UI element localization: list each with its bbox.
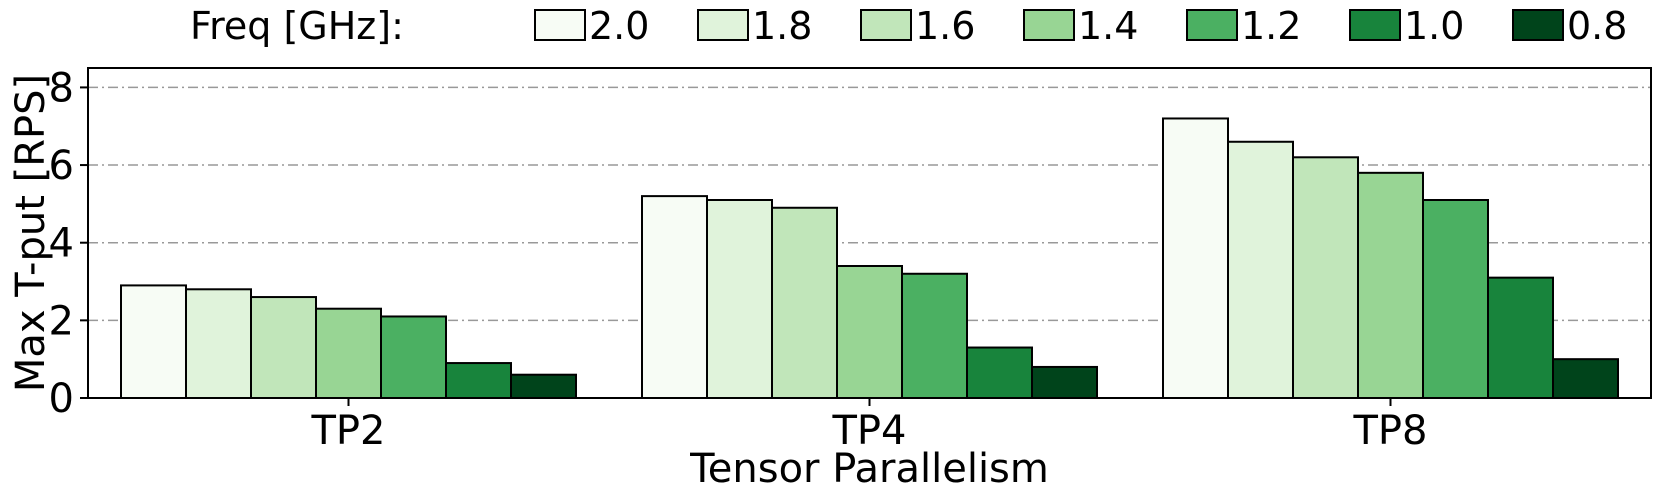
bar-tp4-1-4 (836, 265, 903, 399)
x-tick-label: TP2 (310, 408, 385, 454)
legend-label-1-4: 1.4 (1078, 4, 1138, 48)
legend-swatch-1-6 (860, 9, 912, 41)
x-tick-label: TP4 (831, 408, 906, 454)
y-tick-label: 8 (49, 65, 74, 111)
legend-label-0-8: 0.8 (1567, 4, 1627, 48)
bar-tp4-1-8 (706, 199, 773, 399)
bar-tp2-1-2 (380, 315, 447, 399)
bar-tp2-1-6 (250, 296, 317, 400)
bar-tp8-1-8 (1227, 140, 1294, 399)
legend-label-1-6: 1.6 (915, 4, 975, 48)
bar-tp2-1-4 (315, 307, 382, 399)
bar-tp2-1-8 (185, 288, 252, 400)
bar-tp2-0-8 (510, 373, 577, 399)
legend-label-2-0: 2.0 (589, 4, 649, 48)
legend-swatch-0-8 (1512, 9, 1564, 41)
x-tick-label: TP8 (1352, 408, 1427, 454)
bar-tp4-1-0 (966, 346, 1033, 400)
bar-tp4-1-6 (771, 206, 838, 399)
bar-tp8-1-4 (1357, 171, 1424, 399)
legend-swatch-2-0 (534, 9, 586, 41)
legend-swatch-1-0 (1349, 9, 1401, 41)
legend-swatch-1-4 (1023, 9, 1075, 41)
bar-tp4-0-8 (1031, 365, 1098, 399)
legend-title: Freq [GHz]: (190, 4, 404, 48)
y-tick-label: 0 (49, 376, 74, 422)
legend-label-1-8: 1.8 (752, 4, 812, 48)
bar-tp8-2-0 (1162, 117, 1229, 400)
bar-tp8-0-8 (1552, 358, 1619, 400)
bar-tp4-1-2 (901, 272, 968, 399)
bar-tp2-1-0 (445, 362, 512, 400)
bars (120, 117, 1619, 400)
legend-label-1-0: 1.0 (1404, 4, 1464, 48)
legend-swatch-1-2 (1186, 9, 1238, 41)
legend-swatch-1-8 (697, 9, 749, 41)
y-tick-label: 4 (49, 221, 74, 267)
x-axis-title: Tensor Parallelism (689, 446, 1049, 492)
bar-tp4-2-0 (641, 195, 708, 399)
x-axis-ticks: TP2 TP4 TP8 (310, 398, 1428, 454)
legend-label-1-2: 1.2 (1241, 4, 1301, 48)
y-axis-title: Max T-put [RPS] (8, 74, 54, 392)
bar-tp2-2-0 (120, 284, 187, 400)
y-tick-label: 6 (49, 143, 74, 189)
legend: Freq [GHz]: 2.0 1.8 1.6 1.4 1.2 1.0 0.8 (190, 4, 1627, 48)
bar-tp8-1-6 (1292, 156, 1359, 399)
y-axis-ticks: 0 2 4 6 8 (49, 65, 88, 422)
y-tick-label: 2 (49, 298, 74, 344)
bar-tp8-1-2 (1422, 199, 1489, 399)
bar-tp8-1-0 (1487, 276, 1554, 400)
